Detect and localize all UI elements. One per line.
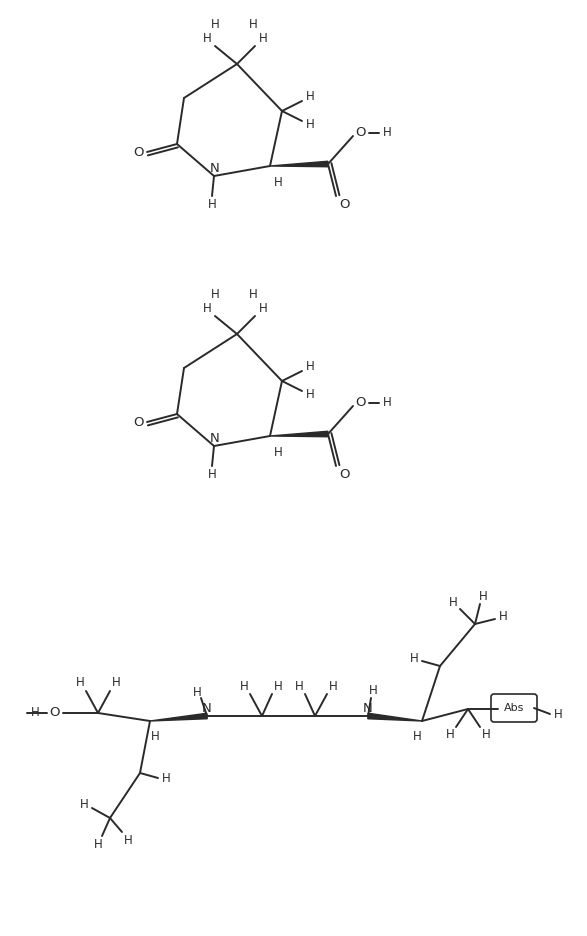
Text: H: H [274, 175, 282, 188]
Text: H: H [383, 397, 392, 409]
Text: H: H [481, 728, 490, 741]
Text: H: H [306, 360, 315, 373]
Text: H: H [274, 680, 282, 693]
Text: H: H [151, 730, 160, 743]
Text: H: H [249, 18, 257, 31]
Text: H: H [161, 771, 170, 784]
Text: H: H [478, 590, 487, 603]
Text: N: N [210, 431, 220, 445]
Text: H: H [498, 609, 507, 622]
FancyBboxPatch shape [491, 694, 537, 722]
Text: H: H [413, 730, 421, 743]
Text: O: O [339, 467, 349, 480]
Polygon shape [150, 713, 207, 721]
Text: H: H [448, 595, 457, 608]
Text: H: H [76, 677, 85, 690]
Text: H: H [193, 685, 201, 698]
Text: H: H [306, 91, 315, 104]
Text: H: H [295, 680, 303, 693]
Text: O: O [134, 145, 144, 158]
Text: N: N [363, 701, 373, 714]
Text: H: H [211, 287, 220, 300]
Text: H: H [259, 301, 267, 314]
Text: O: O [339, 197, 349, 211]
Polygon shape [270, 161, 328, 167]
Text: H: H [31, 707, 39, 720]
Text: H: H [329, 680, 338, 693]
Polygon shape [270, 431, 328, 437]
Text: H: H [369, 684, 377, 697]
Text: H: H [211, 18, 220, 31]
Text: H: H [274, 446, 282, 459]
Text: H: H [259, 32, 267, 45]
Text: H: H [249, 287, 257, 300]
Text: Abs: Abs [504, 703, 524, 713]
Text: H: H [203, 301, 211, 314]
Text: H: H [80, 797, 89, 811]
Text: H: H [239, 680, 248, 693]
Text: N: N [202, 701, 212, 714]
Text: H: H [383, 126, 392, 139]
Text: H: H [306, 119, 315, 131]
Text: H: H [446, 728, 454, 741]
Text: H: H [112, 677, 120, 690]
Text: O: O [50, 706, 60, 719]
Text: H: H [208, 197, 217, 211]
Text: H: H [203, 32, 211, 45]
Text: H: H [208, 467, 217, 480]
Text: O: O [356, 397, 366, 409]
Text: H: H [93, 839, 102, 852]
Polygon shape [367, 713, 422, 721]
Text: N: N [210, 162, 220, 174]
Text: H: H [554, 708, 562, 721]
Text: O: O [134, 416, 144, 429]
Text: H: H [124, 833, 133, 846]
Text: H: H [306, 388, 315, 402]
Text: O: O [356, 126, 366, 139]
Text: H: H [410, 651, 419, 665]
